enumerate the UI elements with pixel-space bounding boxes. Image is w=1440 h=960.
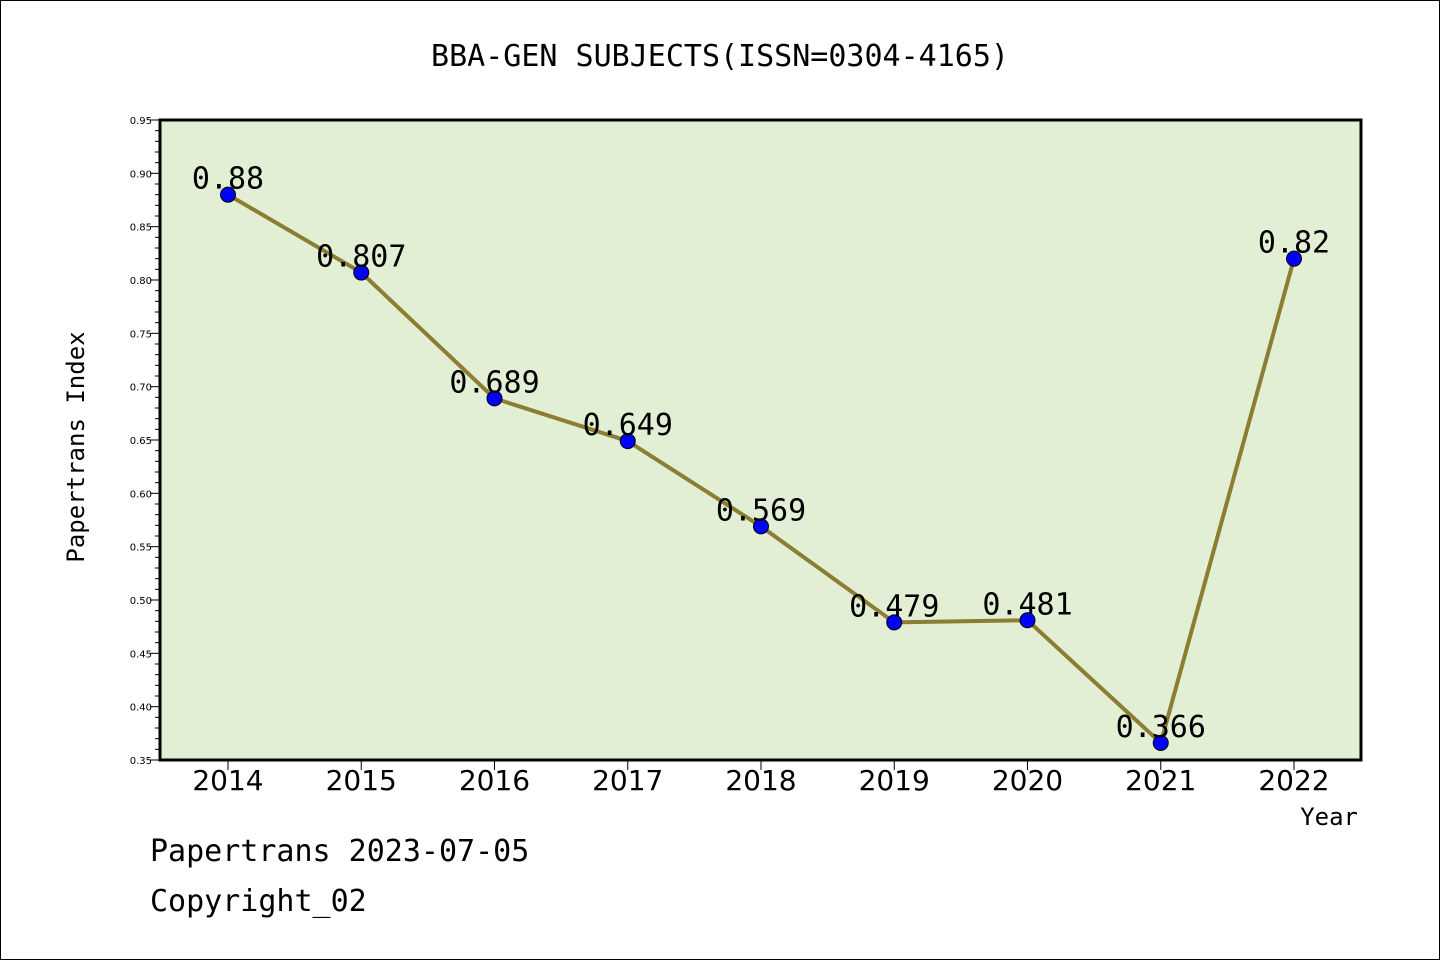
y-tick-label: 0.45 (130, 649, 152, 660)
y-tick-label: 0.50 (130, 596, 152, 607)
data-point (486, 390, 503, 407)
y-tick-label: 0.40 (130, 703, 152, 714)
data-point (1019, 612, 1036, 629)
data-point (886, 614, 903, 631)
data-point (753, 518, 769, 535)
x-tick-label: 2020 (992, 764, 1063, 797)
data-label: 0.569 (716, 493, 806, 528)
data-point (220, 186, 236, 203)
y-tick-label: 0.95 (130, 116, 152, 127)
y-tick-label: 0.75 (130, 329, 152, 340)
data-label: 0.807 (316, 240, 406, 275)
x-tick-label: 2017 (592, 764, 663, 797)
x-tick-label: 2015 (326, 764, 397, 797)
y-axis-label: Papertrans Index (62, 331, 90, 562)
y-tick-label: 0.90 (130, 169, 152, 180)
y-tick-label: 0.85 (130, 223, 152, 234)
data-labels: 0.88 0.807 0.689 0.649 0.569 0.479 0.481 0.366 0… (192, 162, 1330, 745)
data-point (1286, 250, 1302, 267)
data-label: 0.82 (1258, 226, 1330, 261)
x-tick-label: 2021 (1125, 764, 1196, 797)
y-tick-label: 0.35 (130, 756, 152, 767)
x-tick-label: 2018 (725, 764, 796, 797)
data-label: 0.481 (982, 587, 1072, 622)
plot-area (158, 118, 1363, 762)
y-tick-label: 0.70 (130, 383, 152, 394)
x-axis: 2014 2015 2016 2017 2018 2019 2020 2021 2022 (192, 760, 1330, 797)
data-label: 0.689 (449, 365, 539, 400)
data-label: 0.88 (192, 162, 264, 197)
y-tick-label: 0.65 (130, 436, 152, 447)
y-tick-label: 0.60 (130, 489, 152, 500)
footer-copyright: Copyright_02 (150, 884, 367, 919)
x-tick-label: 2022 (1258, 764, 1329, 797)
footer-date: Papertrans 2023-07-05 (150, 834, 530, 869)
y-tick-label: 0.55 (130, 543, 152, 554)
data-label: 0.479 (849, 589, 939, 624)
x-tick-label: 2019 (859, 764, 930, 797)
data-label: 0.366 (1116, 710, 1206, 745)
y-axis: 0.35 0.40 0.45 0.50 0.55 0.60 0.65 0.70 0.75 0.80… (130, 116, 160, 767)
data-point (619, 433, 636, 450)
data-point (353, 264, 370, 281)
chart-title: BBA-GEN SUBJECTS(ISSN=0304-4165) (431, 39, 1009, 74)
x-tick-label: 2016 (459, 764, 530, 797)
data-label: 0.649 (583, 408, 673, 443)
x-tick-label: 2014 (192, 764, 263, 797)
x-axis-label: Year (1300, 803, 1358, 831)
y-tick-label: 0.80 (130, 276, 152, 287)
data-point (1152, 734, 1169, 751)
series-line (220, 186, 1302, 751)
